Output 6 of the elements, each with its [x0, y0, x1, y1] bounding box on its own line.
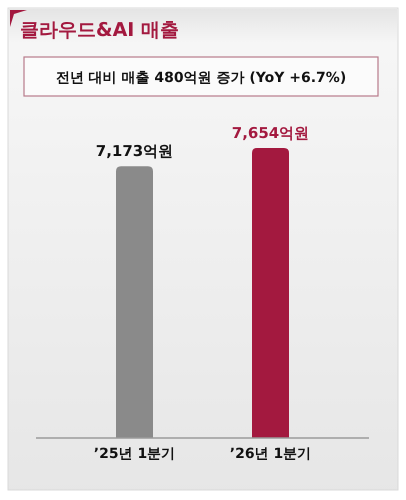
data-label: 7,173억원 — [96, 142, 174, 160]
chart-title: 클라우드&AI 매출 — [20, 19, 179, 41]
x-tick-label: ’25년 1분기 — [94, 446, 176, 462]
x-tick-label: ’26년 1분기 — [230, 446, 312, 462]
chart-subtitle: 전년 대비 매출 480억원 증가 (YoY +6.7%) — [56, 70, 346, 86]
data-label: 7,654억원 — [232, 124, 310, 142]
